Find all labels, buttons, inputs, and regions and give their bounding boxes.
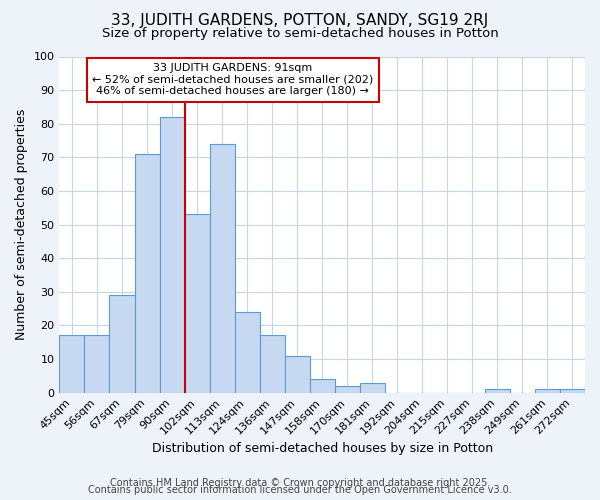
Text: 33 JUDITH GARDENS: 91sqm
← 52% of semi-detached houses are smaller (202)
46% of : 33 JUDITH GARDENS: 91sqm ← 52% of semi-d… bbox=[92, 63, 373, 96]
Bar bbox=[235, 312, 260, 392]
Text: Contains public sector information licensed under the Open Government Licence v3: Contains public sector information licen… bbox=[88, 485, 512, 495]
Bar bbox=[185, 214, 209, 392]
Bar bbox=[134, 154, 160, 392]
X-axis label: Distribution of semi-detached houses by size in Potton: Distribution of semi-detached houses by … bbox=[152, 442, 493, 455]
Y-axis label: Number of semi-detached properties: Number of semi-detached properties bbox=[15, 109, 28, 340]
Bar bbox=[535, 389, 560, 392]
Bar bbox=[284, 356, 310, 393]
Bar bbox=[310, 379, 335, 392]
Bar bbox=[160, 117, 185, 392]
Bar bbox=[109, 295, 134, 392]
Bar bbox=[335, 386, 360, 392]
Bar bbox=[260, 336, 284, 392]
Bar bbox=[209, 144, 235, 392]
Bar bbox=[360, 382, 385, 392]
Bar bbox=[485, 389, 510, 392]
Bar bbox=[85, 336, 109, 392]
Text: Size of property relative to semi-detached houses in Potton: Size of property relative to semi-detach… bbox=[101, 28, 499, 40]
Bar bbox=[560, 389, 585, 392]
Bar bbox=[59, 336, 85, 392]
Text: Contains HM Land Registry data © Crown copyright and database right 2025.: Contains HM Land Registry data © Crown c… bbox=[110, 478, 490, 488]
Text: 33, JUDITH GARDENS, POTTON, SANDY, SG19 2RJ: 33, JUDITH GARDENS, POTTON, SANDY, SG19 … bbox=[112, 12, 488, 28]
